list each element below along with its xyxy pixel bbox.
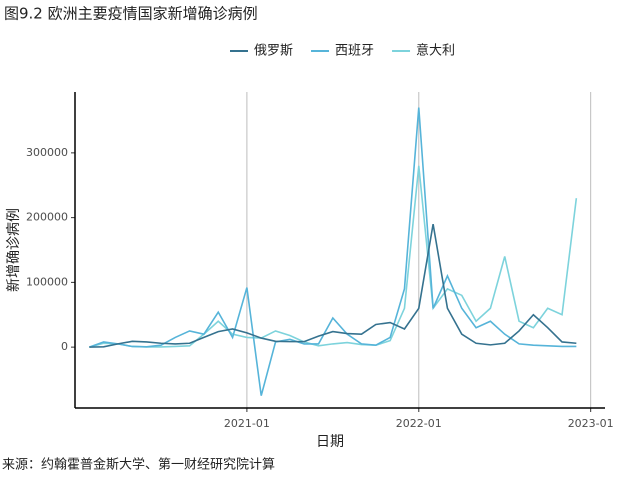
x-tick-label: 2023-01 <box>568 417 614 430</box>
legend-label: 俄罗斯 <box>254 44 293 59</box>
series-line <box>89 165 578 348</box>
chart-title: 图9.2 欧洲主要疫情国家新增确诊病例 <box>4 5 258 23</box>
series-line <box>89 223 577 348</box>
y-tick-label: 0 <box>61 340 68 353</box>
series-line <box>89 107 577 396</box>
legend-label: 西班牙 <box>335 44 374 59</box>
y-tick-label: 200000 <box>26 211 68 224</box>
legend-label: 意大利 <box>416 43 455 59</box>
x-axis-label: 日期 <box>316 434 344 450</box>
x-tick-label: 2021-01 <box>224 417 270 430</box>
caption: 来源：约翰霍普金斯大学、第一财经研究院计算 <box>2 457 275 473</box>
y-tick-label: 100000 <box>26 275 68 288</box>
y-axis-label: 新增确诊病例 <box>6 208 22 292</box>
y-tick-label: 300000 <box>26 146 68 159</box>
x-tick-label: 2022-01 <box>396 417 442 430</box>
